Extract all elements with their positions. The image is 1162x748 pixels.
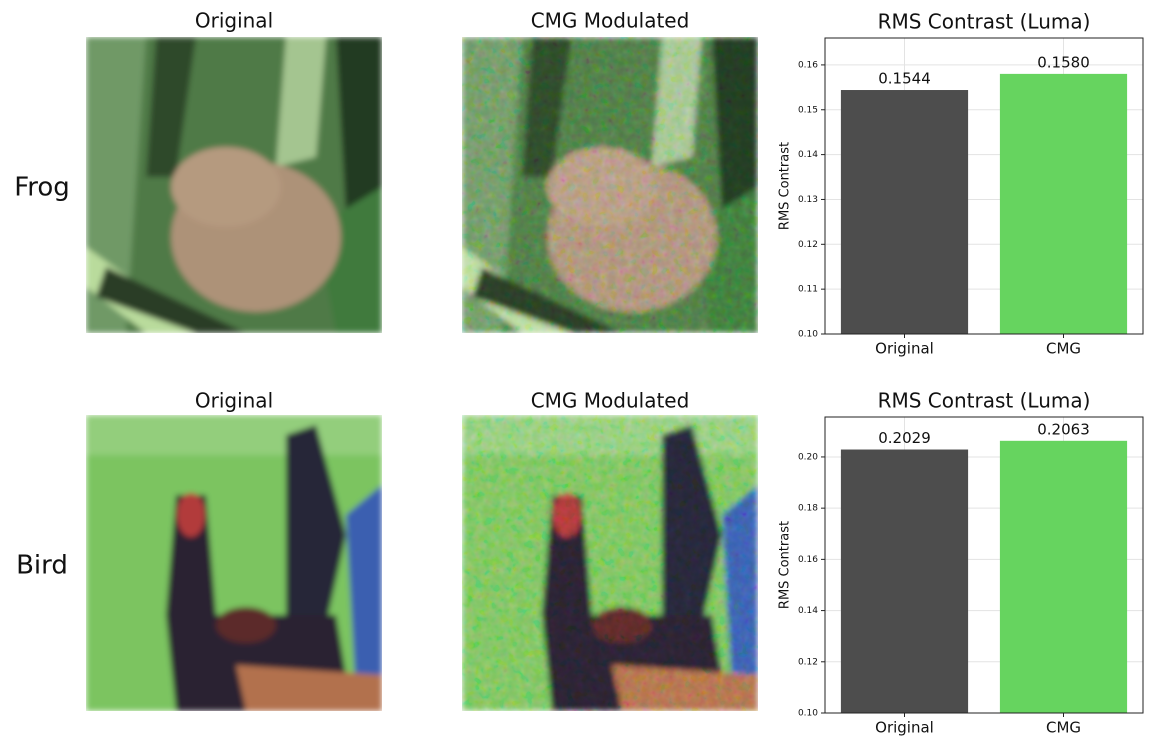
x-tick-label: CMG [1046, 340, 1081, 358]
y-tick-label: 0.10 [798, 709, 818, 719]
bar [840, 90, 969, 335]
y-tick-label: 0.18 [798, 504, 818, 514]
bar [999, 73, 1128, 334]
row-label: Frog [14, 173, 70, 203]
x-tick-label: Original [875, 340, 934, 358]
image [86, 415, 382, 711]
x-tick-label: CMG [1046, 719, 1081, 737]
y-tick-label: 0.13 [798, 195, 818, 205]
y-axis-label: RMS Contrast [778, 142, 793, 230]
value-label: 0.2063 [1037, 420, 1090, 438]
y-axis-label: RMS Contrast [778, 521, 793, 609]
y-tick-label: 0.16 [798, 555, 818, 565]
plot-frame [824, 416, 1144, 714]
y-tick-label: 0.20 [798, 452, 818, 462]
image-title: CMG Modulated [531, 389, 690, 413]
chart-title: RMS Contrast (Luma) [878, 10, 1091, 34]
noise-overlay [462, 415, 758, 711]
y-tick-label: 0.12 [798, 657, 818, 667]
y-tick-label: 0.12 [798, 240, 818, 250]
y-tick-label: 0.14 [798, 150, 818, 160]
y-tick-label: 0.10 [798, 330, 818, 340]
value-label: 0.1544 [878, 70, 931, 88]
plot-frame [824, 37, 1144, 335]
image-title: Original [195, 389, 273, 413]
y-tick-label: 0.15 [798, 105, 818, 115]
y-tick-label: 0.16 [798, 60, 818, 70]
bar [999, 440, 1128, 713]
bar [840, 449, 969, 713]
y-tick-label: 0.11 [798, 285, 818, 295]
y-tick-label: 0.14 [798, 606, 818, 616]
value-label: 0.1580 [1037, 53, 1090, 71]
chart-title: RMS Contrast (Luma) [878, 389, 1091, 413]
row-label: Bird [16, 551, 68, 581]
image [86, 37, 382, 333]
image-title: Original [195, 9, 273, 33]
value-label: 0.2029 [878, 429, 931, 447]
x-tick-label: Original [875, 719, 934, 737]
noise-overlay [462, 37, 758, 333]
image-title: CMG Modulated [531, 9, 690, 33]
